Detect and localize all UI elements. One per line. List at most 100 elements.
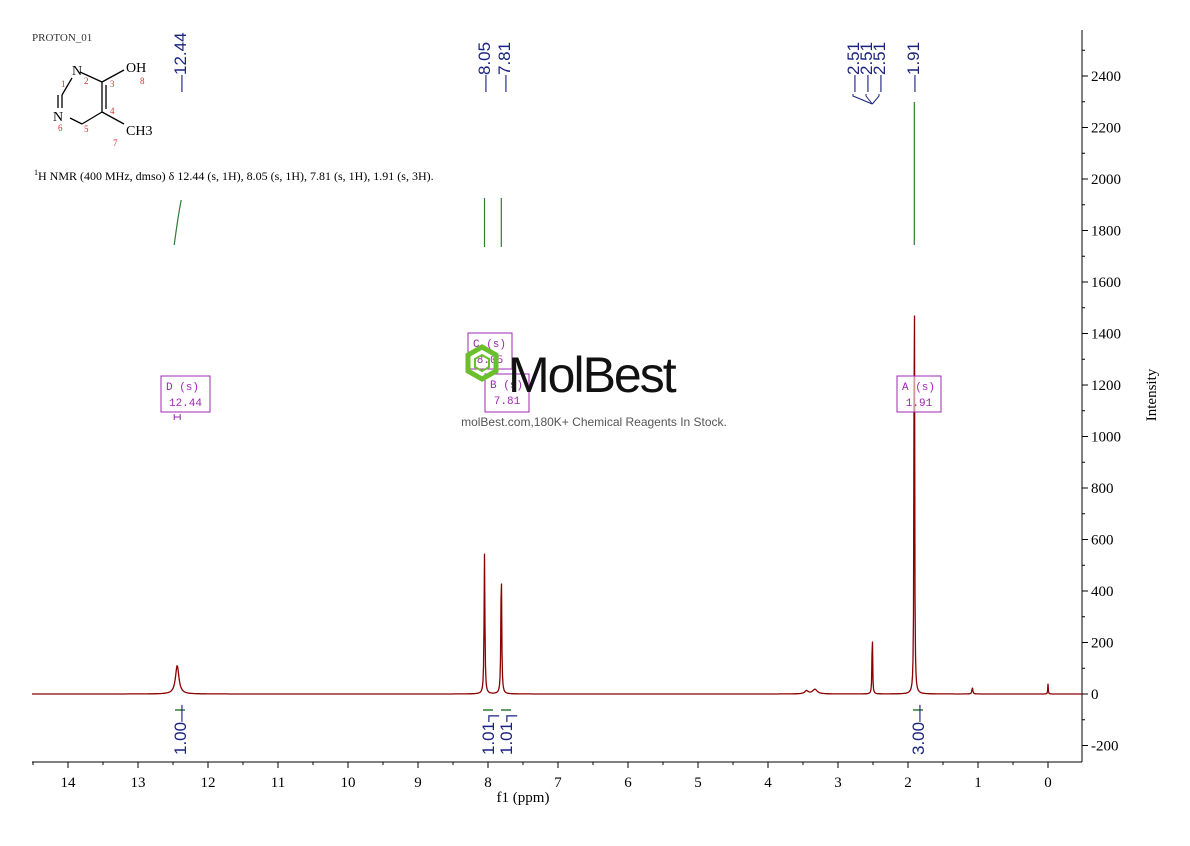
- watermark-tagline: molBest.com,180K+ Chemical Reagents In S…: [461, 415, 727, 429]
- watermark: MolBest molBest.com,180K+ Chemical Reage…: [461, 344, 727, 429]
- molecule-atom-labels: N OH N CH3 2 8 6 7 1 3 4 5: [53, 61, 152, 148]
- x-tick-label-9: 9: [414, 775, 422, 791]
- atom-number-4: 4: [110, 106, 115, 116]
- peak-label-6: —1.91: [904, 42, 923, 92]
- atom-number-6: 6: [58, 123, 63, 133]
- peak-label-text-1: —8.05: [475, 42, 494, 92]
- nmr-superscript: 1: [34, 168, 38, 177]
- y-tick-label-0: 0: [1091, 687, 1099, 703]
- molecule-structure: [57, 69, 125, 125]
- bond-5-6: [69, 117, 83, 125]
- multiplet-box-0: D (s) 12.44: [160, 375, 211, 413]
- atom-number-3: 3: [110, 79, 115, 89]
- integral-label-1: 1.01┐: [479, 709, 499, 755]
- x-tick-label-10: 10: [341, 775, 356, 791]
- integral-label-3: 3.00—: [909, 705, 928, 755]
- y-tick-label-2000: 2000: [1091, 172, 1121, 188]
- y-tick-label-800: 800: [1091, 481, 1114, 497]
- watermark-brand: MolBest: [508, 347, 677, 403]
- peak-labels: —12.44 —8.05 —7.81 —2.51—2.51—2.51 —1.91: [171, 32, 923, 105]
- integral-value-3: 3.00—: [909, 705, 928, 755]
- integral-labels: 1.00— 1.01┐ 1.01┐ 3.00—: [171, 705, 928, 755]
- x-tick-label-0: 0: [1044, 775, 1052, 791]
- peak-label-connector-5: [871, 94, 880, 105]
- atom-number-1: 1: [61, 79, 66, 89]
- atom-oh8: OH: [126, 61, 146, 76]
- y-axis-title: Intensity: [1144, 368, 1160, 421]
- y-tick-label--200: -200: [1091, 739, 1119, 755]
- multiplet-boxes: D (s)12.44C (s)8.05B (s)7.81A (s)1.91: [160, 332, 942, 420]
- peak-label-5: —2.51: [870, 42, 889, 105]
- y-tick-label-200: 200: [1091, 636, 1114, 652]
- y-tick-label-600: 600: [1091, 533, 1114, 549]
- x-tick-label-7: 7: [554, 775, 562, 791]
- atom-n2: N: [72, 64, 82, 79]
- bond-4-7: [101, 111, 125, 125]
- y-tick-label-2400: 2400: [1091, 69, 1121, 85]
- y-tick-label-2200: 2200: [1091, 121, 1121, 137]
- peak-label-0: —12.44: [171, 32, 190, 92]
- integral-label-2: 1.01┐: [497, 709, 517, 755]
- x-tick-label-3: 3: [834, 775, 842, 791]
- x-tick-label-4: 4: [764, 775, 772, 791]
- multiplet-ppm-0: 12.44: [169, 398, 202, 410]
- x-tick-label-6: 6: [624, 775, 632, 791]
- multiplet-rect-3: [896, 375, 942, 413]
- peak-label-text-0: —12.44: [171, 32, 190, 92]
- atom-number-2: 2: [84, 76, 89, 86]
- y-tick-label-1400: 1400: [1091, 327, 1121, 343]
- peak-label-connector-4: [865, 94, 873, 105]
- peak-label-text-2: —7.81: [495, 42, 514, 92]
- x-tick-label-13: 13: [131, 775, 146, 791]
- atom-number-5: 5: [84, 124, 89, 134]
- x-tick-label-5: 5: [694, 775, 702, 791]
- axes: 14 13 12 11 10 9 8 7 6 5 4 3 2 1 024002200200018001600…: [32, 30, 1160, 806]
- bond-3-8: [101, 69, 125, 83]
- y-tick-label-1600: 1600: [1091, 275, 1121, 291]
- atom-number-7: 7: [113, 138, 118, 148]
- peak-label-text-6: —1.91: [904, 42, 923, 92]
- integral-curve-0: [173, 199, 182, 246]
- integral-value-0: 1.00—: [171, 705, 190, 755]
- x-tick-label-8: 8: [484, 775, 492, 791]
- y-tick-label-1200: 1200: [1091, 378, 1121, 394]
- multiplet-box-3: A (s) 1.91: [896, 375, 942, 413]
- bond-2-3: [79, 71, 103, 83]
- multiplet-rect-0: [160, 375, 211, 413]
- x-tick-label-1: 1: [974, 775, 982, 791]
- multiplet-label-2: B (s): [490, 380, 523, 392]
- y-tick-label-1000: 1000: [1091, 430, 1121, 446]
- multiplet-rect-2: [484, 373, 530, 413]
- y-tick-label-1800: 1800: [1091, 224, 1121, 240]
- peak-label-3: —2.51: [844, 42, 873, 105]
- peak-label-text-4: —2.51: [857, 42, 876, 92]
- x-tick-label-11: 11: [271, 775, 285, 791]
- nmr-description-body: H NMR (400 MHz, dmso) δ 12.44 (s, 1H), 8…: [38, 169, 434, 183]
- atom-number-8: 8: [140, 76, 145, 86]
- x-tick-label-2: 2: [904, 775, 912, 791]
- multiplet-range-marker: [173, 414, 181, 420]
- atom-ch3: CH3: [126, 124, 152, 139]
- watermark-hexagon: [465, 344, 499, 382]
- spectrum-trace: [32, 315, 1082, 695]
- multiplet-ppm-3: 1.91: [906, 398, 933, 410]
- multiplet-label-0: D (s): [166, 382, 199, 394]
- watermark-logo-icon: [465, 344, 499, 382]
- peak-label-1: —8.05: [475, 42, 494, 92]
- peak-label-4: —2.51: [857, 42, 876, 105]
- integral-value-2: 1.01┐: [497, 710, 517, 755]
- y-tick-label-400: 400: [1091, 584, 1114, 600]
- multiplet-box-2: B (s) 7.81: [484, 373, 530, 413]
- atom-n6: N: [53, 110, 63, 125]
- peak-label-text-5: —2.51: [870, 42, 889, 92]
- x-tick-label-12: 12: [201, 775, 216, 791]
- peak-label-connector-3: [852, 94, 873, 105]
- integral-value-1: 1.01┐: [479, 710, 499, 755]
- spectrum-id: PROTON_01: [32, 32, 92, 44]
- integral-label-0: 1.00—: [171, 705, 190, 755]
- x-tick-label-14: 14: [61, 775, 77, 791]
- bond-1-2: [61, 77, 73, 96]
- watermark-inner-hexagon: [474, 353, 490, 373]
- x-axis-title: f1 (ppm): [497, 790, 550, 806]
